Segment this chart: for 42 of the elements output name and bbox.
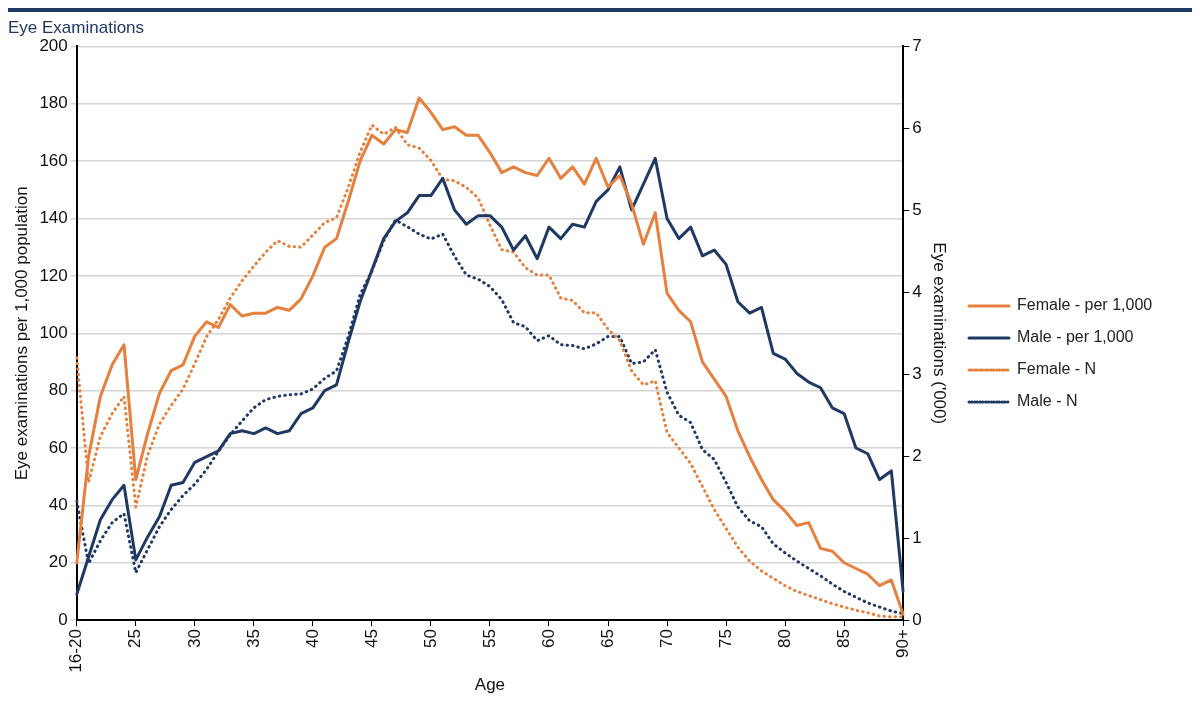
x-tick-label: 80 xyxy=(774,629,794,649)
y2-tick-label: 2 xyxy=(912,445,922,465)
x-tick-label: 85 xyxy=(833,629,853,649)
y-axis-title: Eye examinations per 1,000 population xyxy=(11,186,31,481)
legend-label: Female - N xyxy=(1017,360,1097,378)
x-tick-label: 60 xyxy=(538,629,558,649)
x-tick-label: 65 xyxy=(597,629,617,649)
y2-tick-label: 4 xyxy=(912,281,922,301)
y-tick-label: 40 xyxy=(48,495,68,515)
legend-label: Male - per 1,000 xyxy=(1017,328,1134,346)
y2-tick-label: 7 xyxy=(912,36,922,56)
y-tick-label: 100 xyxy=(39,322,68,342)
y-tick-label: 180 xyxy=(39,93,68,113)
x-tick-label: 25 xyxy=(125,629,145,649)
x-tick-label: 30 xyxy=(184,629,204,649)
y-tick-label: 140 xyxy=(39,208,68,228)
y-tick-label: 80 xyxy=(48,380,68,400)
x-tick-label: 50 xyxy=(420,629,440,649)
y-tick-label: 60 xyxy=(48,437,68,457)
y-tick-label: 200 xyxy=(39,36,68,56)
y-tick-label: 160 xyxy=(39,150,68,170)
y2-axis-title: Eye examinations ('000) xyxy=(930,242,950,425)
x-tick-label: 70 xyxy=(656,629,676,649)
chart-title: Eye Examinations xyxy=(8,17,145,37)
y-tick-label: 120 xyxy=(39,265,68,285)
y-tick-label: 20 xyxy=(48,552,68,572)
x-tick-label: 40 xyxy=(302,629,322,649)
y2-tick-label: 0 xyxy=(912,609,922,629)
x-axis-title: Age xyxy=(474,675,506,695)
x-tick-label: 16-20 xyxy=(66,629,86,673)
x-tick-label: 55 xyxy=(479,629,499,649)
y2-tick-label: 5 xyxy=(912,200,922,220)
y2-tick-label: 3 xyxy=(912,363,922,383)
x-tick-label: 90+ xyxy=(892,629,912,658)
y2-tick-label: 1 xyxy=(912,527,922,547)
x-tick-label: 45 xyxy=(361,629,381,649)
x-tick-label: 75 xyxy=(715,629,735,649)
legend-label: Female - per 1,000 xyxy=(1017,296,1153,314)
legend-label: Male - N xyxy=(1017,392,1078,410)
y2-tick-label: 6 xyxy=(912,118,922,138)
y-tick-label: 0 xyxy=(58,609,68,629)
x-tick-label: 35 xyxy=(243,629,263,649)
